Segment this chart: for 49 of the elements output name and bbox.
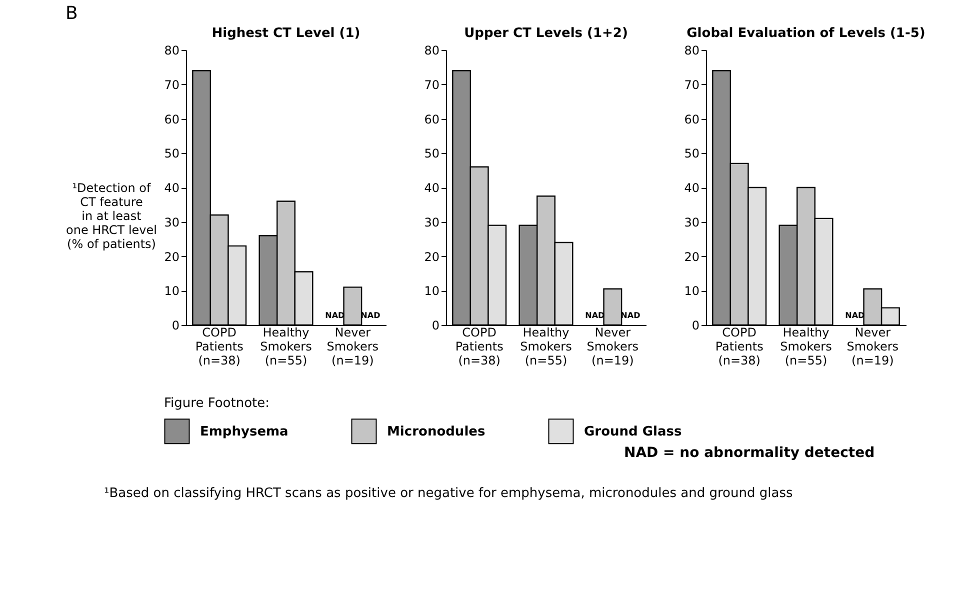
chart-title: Global Evaluation of Levels (1-5)	[686, 26, 926, 41]
x-tick-label: Healthy Smokers (n=55)	[780, 326, 832, 368]
y-tick-label: 10	[684, 284, 700, 298]
y-tick-label: 20	[684, 250, 700, 264]
legend-label: Ground Glass	[584, 424, 682, 440]
y-tick-label: 80	[164, 44, 180, 58]
y-tick-label: 40	[424, 181, 440, 195]
y-tick-label: 50	[164, 146, 180, 161]
y-tick-label: 30	[424, 215, 440, 230]
y-tick-label: 60	[424, 112, 440, 126]
text: NAD	[360, 311, 380, 320]
y-tick-label: 70	[684, 78, 700, 92]
y-tick-label: 30	[164, 215, 180, 230]
y-axis-title: ¹Detection of CT feature in at least one HRCT level (% of patients)	[66, 181, 157, 251]
x-tick-label: Never Smokers (n=19)	[326, 326, 379, 368]
y-tick-label: 70	[424, 78, 440, 92]
x-tick-label: Never Smokers (n=19)	[846, 326, 899, 368]
text: NAD	[620, 311, 640, 320]
x-tick-label: COPD Patients (n=38)	[715, 326, 764, 368]
y-tick-label: 50	[684, 146, 700, 161]
y-tick-label: 60	[684, 112, 700, 126]
text: ¹Based on classifying HRCT scans as positive or negative for emphysema, micronodules and ground glass	[104, 486, 793, 501]
legend-label: Micronodules	[387, 424, 486, 440]
y-tick-label: 70	[164, 78, 180, 92]
y-tick-label: 80	[424, 44, 440, 58]
y-tick-label: 60	[164, 112, 180, 126]
y-tick-label: 0	[432, 318, 440, 332]
x-tick-label: COPD Patients (n=38)	[455, 326, 504, 368]
legend-title: Figure Footnote:	[164, 396, 270, 411]
x-tick-label: Never Smokers (n=19)	[586, 326, 639, 368]
text: NAD = no abnormality detected	[624, 445, 875, 461]
x-tick-label: Healthy Smokers (n=55)	[520, 326, 572, 368]
x-tick-label: Healthy Smokers (n=55)	[260, 326, 312, 368]
chart-title: Upper CT Levels (1+2)	[464, 26, 628, 41]
y-tick-label: 50	[424, 146, 440, 161]
y-tick-label: 0	[692, 318, 700, 332]
legend-label: Emphysema	[200, 424, 288, 440]
chart-title: Highest CT Level (1)	[212, 26, 360, 41]
y-tick-label: 40	[684, 181, 700, 195]
y-tick-label: 30	[684, 215, 700, 230]
y-tick-label: 40	[164, 181, 180, 195]
x-tick-label: COPD Patients (n=38)	[195, 326, 244, 368]
y-tick-label: 10	[164, 284, 180, 298]
y-tick-label: 10	[424, 284, 440, 298]
y-tick-label: 20	[424, 250, 440, 264]
y-tick-label: 0	[172, 318, 180, 332]
text: B	[66, 3, 78, 24]
y-tick-label: 80	[684, 44, 700, 58]
y-tick-label: 20	[164, 250, 180, 264]
